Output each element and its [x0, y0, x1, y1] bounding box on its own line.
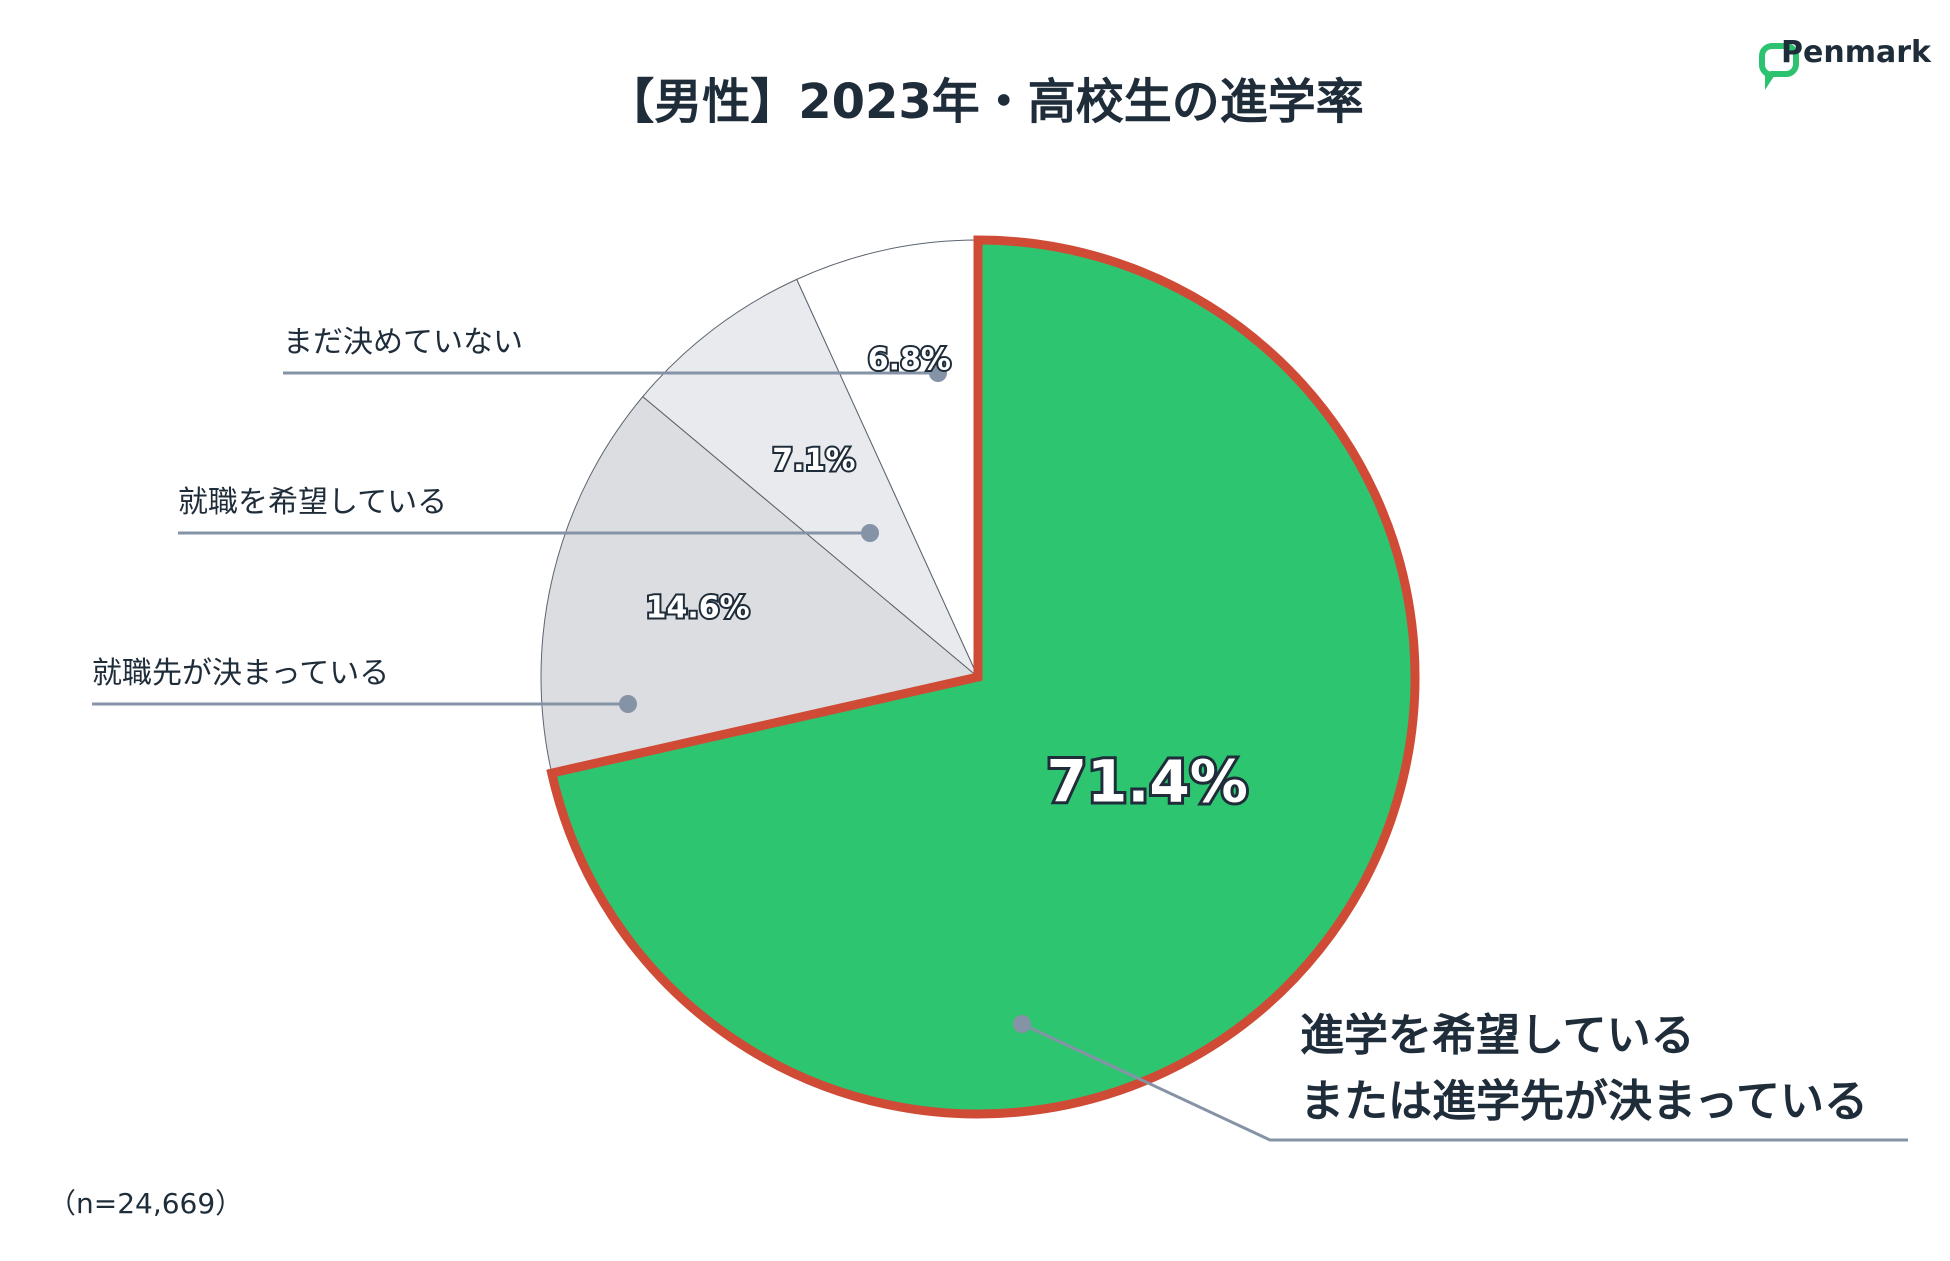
highlight-outline-0 [546, 235, 1420, 1119]
slice-value-label-3: 6.8% [868, 342, 951, 377]
leader-dot-3 [929, 364, 947, 382]
brand-name: Penmark [1781, 35, 1932, 70]
pie-slice-2 [642, 278, 979, 678]
leader-dot-0 [1013, 1015, 1031, 1033]
slice-value-label-1: 14.6% [646, 591, 750, 626]
penmark-logo: Penmark [1759, 35, 1932, 90]
leader-lines [92, 364, 1908, 1142]
pie-slices [540, 235, 1420, 1119]
slice-label-0-line-1: または進学先が決まっている [1300, 1076, 1868, 1127]
slice-label-3-line-0: まだ決めていない [283, 325, 523, 360]
slice-label-0-line-0: 進学を希望している [1300, 1010, 1695, 1061]
leader-dot-1 [619, 695, 637, 713]
slice-value-label-2: 7.1% [772, 443, 855, 478]
leader-dot-2 [861, 524, 879, 542]
chart-title: 【男性】2023年・高校生の進学率 [606, 74, 1364, 130]
leader-line-0 [1021, 1022, 1908, 1142]
slice-value-labels: 71.4% 14.6% 7.1% 6.8% [644, 340, 1251, 818]
slice-value-label-0: 71.4% [1047, 748, 1248, 816]
penmark-logo-icon [1759, 43, 1799, 90]
pie-slice-1 [540, 395, 980, 774]
sample-size-note: （n=24,669） [48, 1187, 243, 1220]
pie-slice-3 [796, 239, 979, 678]
slice-label-1-line-0: 就職先が決まっている [92, 656, 389, 691]
slice-label-2-line-0: 就職を希望している [178, 485, 447, 520]
